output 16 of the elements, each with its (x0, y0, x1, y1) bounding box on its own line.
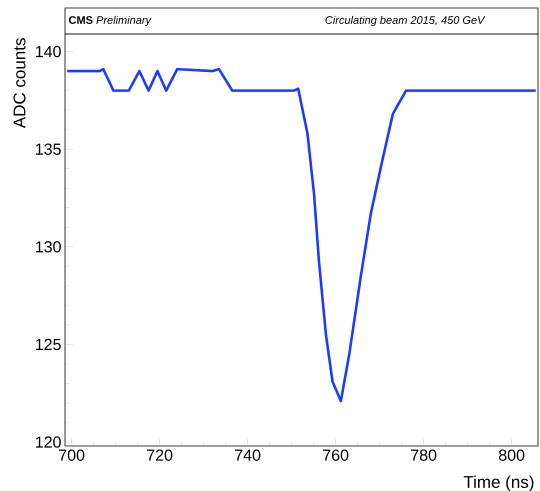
y-tick-label: 135 (36, 144, 61, 155)
x-axis-title: Time (ns) (464, 476, 534, 491)
chart-subtitle: Circulating beam 2015, 450 GeV (325, 16, 486, 26)
y-axis-title: ADC counts (13, 38, 26, 128)
x-tick-label: 720 (147, 450, 172, 461)
y-tick-label: 120 (36, 436, 61, 448)
x-tick-label: 740 (235, 450, 260, 461)
chart-title: CMS Preliminary (68, 16, 152, 26)
x-tick-label: 800 (498, 450, 524, 461)
y-tick-label: 130 (36, 241, 61, 252)
line-series (66, 68, 538, 402)
x-tick-label: 760 (323, 450, 348, 461)
y-tick-label: 125 (36, 338, 61, 350)
x-tick-label: 780 (411, 450, 436, 461)
y-tick-label: 140 (36, 46, 61, 58)
x-tick-label: 700 (59, 450, 84, 461)
